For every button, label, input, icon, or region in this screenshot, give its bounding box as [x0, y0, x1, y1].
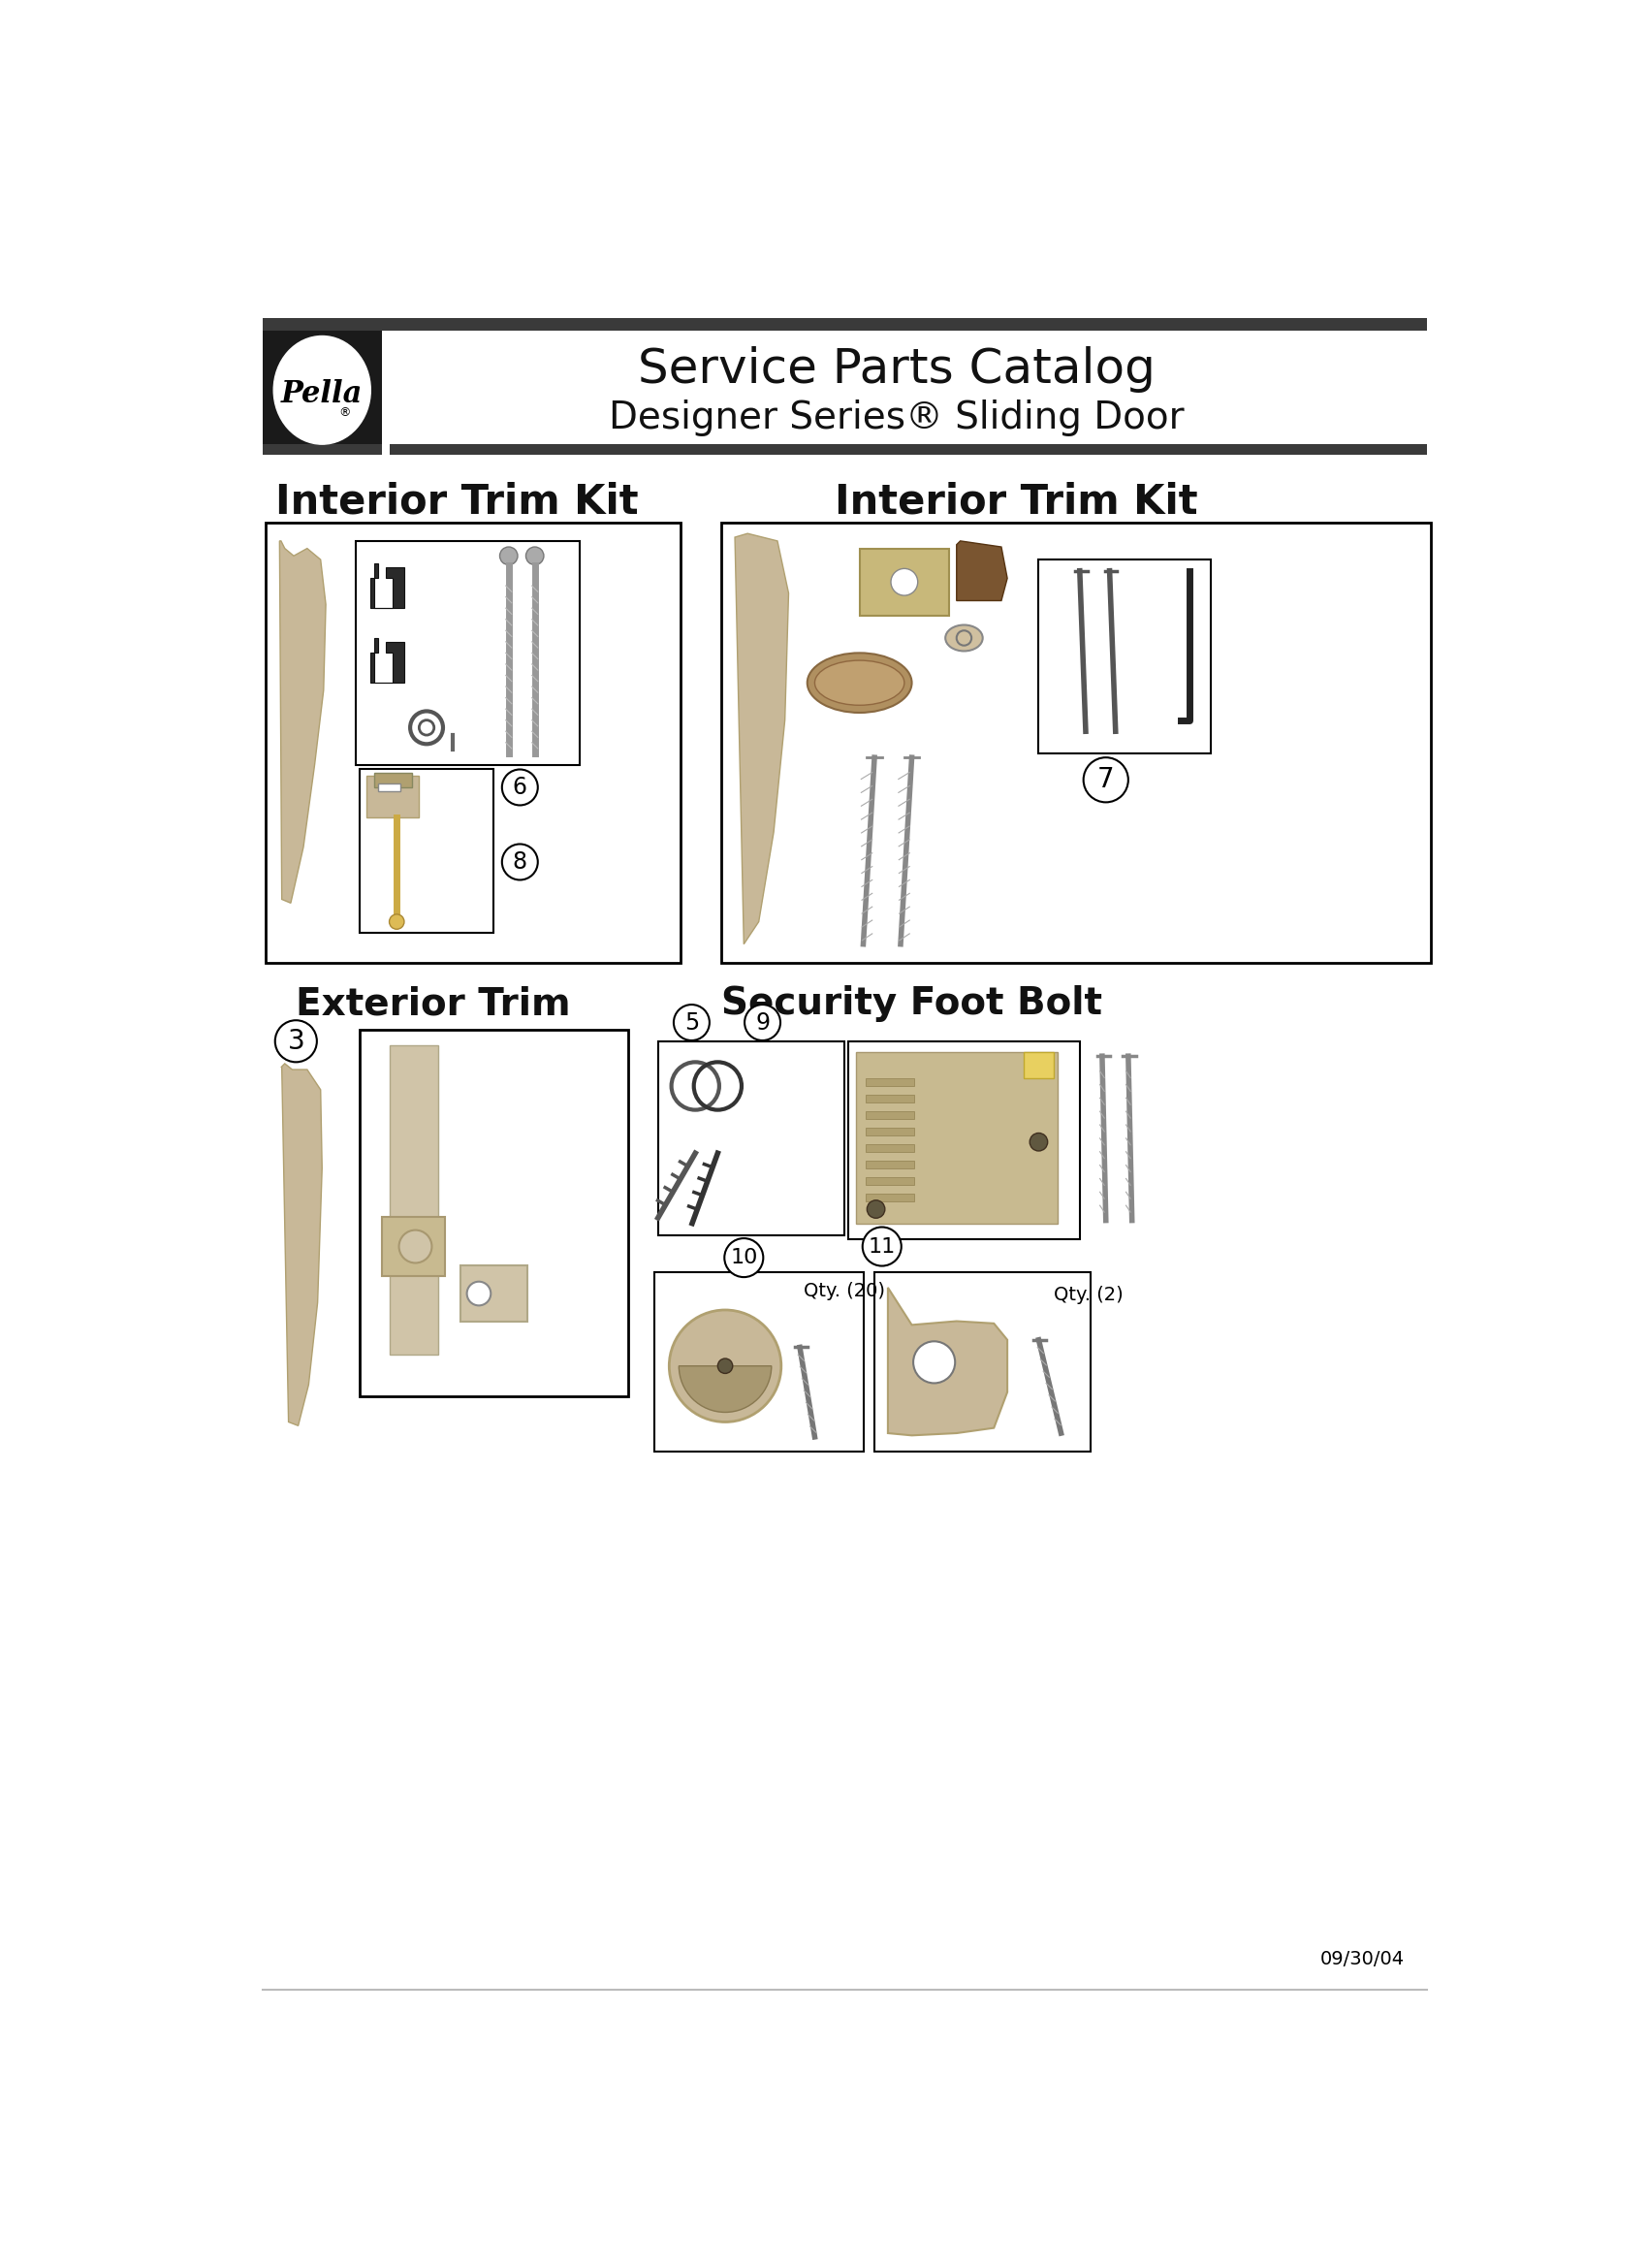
Bar	[865, 1095, 915, 1102]
Circle shape	[503, 769, 537, 805]
Bar	[356, 542, 580, 764]
Circle shape	[526, 547, 544, 565]
Polygon shape	[956, 542, 1007, 601]
Circle shape	[466, 1281, 491, 1306]
Ellipse shape	[808, 653, 911, 712]
Bar	[654, 1272, 864, 1452]
Ellipse shape	[274, 336, 371, 445]
Text: 5: 5	[684, 1012, 699, 1034]
Circle shape	[275, 1021, 316, 1061]
Bar	[855, 1052, 1058, 1225]
Text: 09/30/04: 09/30/04	[1320, 1950, 1404, 1969]
Circle shape	[745, 1005, 781, 1041]
Wedge shape	[679, 1365, 771, 1413]
Polygon shape	[371, 562, 404, 608]
Bar	[865, 1177, 915, 1184]
Circle shape	[499, 547, 517, 565]
Text: Qty. (20): Qty. (20)	[804, 1281, 885, 1300]
Polygon shape	[371, 637, 404, 683]
Polygon shape	[280, 542, 326, 903]
Bar	[865, 1127, 915, 1136]
Polygon shape	[282, 1064, 321, 1427]
Bar	[359, 769, 494, 932]
Bar	[368, 776, 419, 816]
Text: 10: 10	[730, 1247, 758, 1268]
Text: 11: 11	[868, 1236, 895, 1256]
Bar	[377, 785, 400, 792]
Text: Interior Trim Kit: Interior Trim Kit	[275, 481, 638, 522]
Text: 3: 3	[287, 1027, 305, 1055]
Circle shape	[892, 569, 918, 596]
Bar	[460, 1266, 527, 1322]
Ellipse shape	[946, 626, 982, 651]
Circle shape	[725, 1238, 763, 1277]
Ellipse shape	[814, 660, 905, 705]
Bar	[875, 1272, 1091, 1452]
Text: Security Foot Bolt: Security Foot Bolt	[722, 984, 1103, 1023]
Polygon shape	[735, 533, 789, 943]
Circle shape	[1030, 1134, 1048, 1150]
Bar	[865, 1111, 915, 1118]
Circle shape	[867, 1200, 885, 1218]
Text: Designer Series® Sliding Door: Designer Series® Sliding Door	[610, 399, 1185, 435]
Text: 6: 6	[513, 776, 527, 798]
Text: Pella: Pella	[282, 379, 363, 408]
Bar	[389, 1046, 438, 1354]
Bar	[262, 445, 382, 454]
Bar	[1038, 560, 1210, 753]
Bar	[865, 1145, 915, 1152]
Text: 8: 8	[513, 850, 527, 873]
Bar	[849, 1041, 1079, 1238]
Circle shape	[862, 1227, 901, 1266]
Text: 9: 9	[755, 1012, 770, 1034]
Text: Qty. (2): Qty. (2)	[1053, 1286, 1124, 1304]
Circle shape	[913, 1340, 956, 1383]
Bar	[865, 1161, 915, 1168]
Circle shape	[674, 1005, 710, 1041]
Bar	[865, 1193, 915, 1202]
Bar	[1023, 1052, 1053, 1080]
Circle shape	[503, 844, 537, 880]
Text: Interior Trim Kit: Interior Trim Kit	[834, 481, 1198, 522]
Bar	[265, 522, 681, 964]
Polygon shape	[888, 1288, 1007, 1436]
Bar	[374, 773, 412, 787]
Text: ®: ®	[338, 406, 351, 420]
Bar	[865, 1080, 915, 1086]
Circle shape	[1083, 758, 1129, 803]
Bar	[262, 331, 382, 449]
Bar	[389, 445, 1427, 454]
Circle shape	[717, 1359, 733, 1374]
Text: 7: 7	[1098, 767, 1114, 794]
Bar	[359, 1030, 628, 1395]
Circle shape	[399, 1229, 432, 1263]
Bar	[658, 1041, 844, 1236]
Bar	[722, 522, 1430, 964]
Bar	[860, 549, 949, 615]
Bar	[382, 1216, 445, 1277]
Bar	[262, 318, 1427, 331]
Circle shape	[389, 914, 404, 930]
Circle shape	[669, 1311, 781, 1422]
Text: Service Parts Catalog: Service Parts Catalog	[638, 347, 1155, 392]
Text: Exterior Trim: Exterior Trim	[297, 984, 570, 1023]
